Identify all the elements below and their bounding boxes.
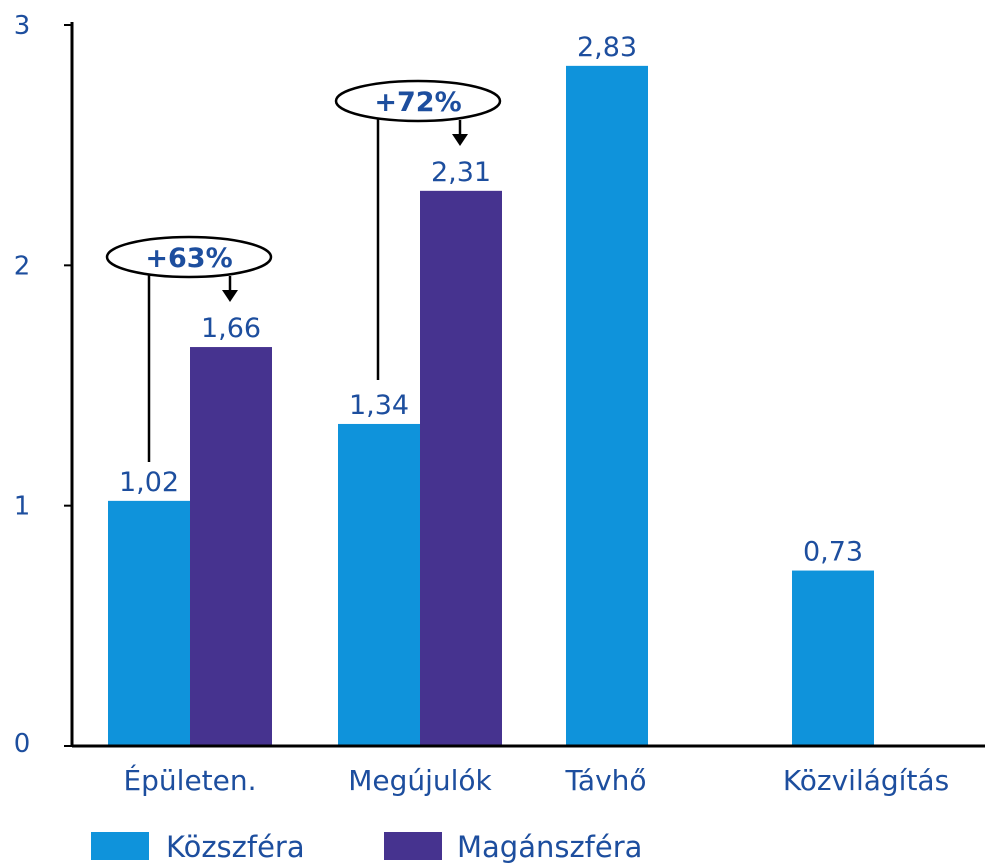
bar-kozszfera xyxy=(338,423,420,746)
y-tick-label: 3 xyxy=(14,11,31,41)
data-label: 1,66 xyxy=(201,313,261,344)
data-label: 2,31 xyxy=(431,157,491,188)
bar-maganszfera xyxy=(190,347,272,746)
bar-kozszfera xyxy=(792,570,874,746)
y-tick-label: 2 xyxy=(14,251,31,281)
legend-swatch xyxy=(91,832,149,860)
annotations-layer: +63% +72% xyxy=(105,79,502,462)
annotation-oval xyxy=(105,235,273,279)
annotation-arrow-head xyxy=(222,290,238,302)
axes-layer xyxy=(70,22,985,748)
annotation-arrow-head xyxy=(452,134,468,146)
data-label: 1,02 xyxy=(119,467,179,498)
bars-layer xyxy=(108,65,874,746)
data-label: 0,73 xyxy=(803,537,863,568)
annotation-percent-label: +63% xyxy=(145,243,232,274)
x-category-label: Megújulók xyxy=(348,764,492,797)
bar-kozszfera xyxy=(108,500,190,746)
x-category-label: Közvilágítás xyxy=(783,764,949,797)
bar-kozszfera xyxy=(566,65,648,746)
legend-swatch xyxy=(384,832,442,860)
x-labels-layer: Épületen. Megújulók Távhő Közvilágítás xyxy=(123,763,949,797)
annotation-oval xyxy=(334,79,502,123)
annotation-percent-label: +72% xyxy=(374,87,461,118)
data-label: 1,34 xyxy=(349,390,409,421)
y-tick-label: 0 xyxy=(14,729,31,759)
bar-maganszfera xyxy=(420,190,502,746)
y-ticks-layer: 0 1 2 3 xyxy=(14,11,72,759)
value-labels-layer: 1,02 1,34 2,83 0,73 1,66 2,31 xyxy=(119,32,863,568)
data-label: 2,83 xyxy=(577,32,637,63)
legend: Közszféra Magánszféra xyxy=(91,830,642,864)
x-category-label: Épületen. xyxy=(123,763,256,797)
y-tick-label: 1 xyxy=(14,492,31,522)
legend-label: Magánszféra xyxy=(457,830,642,864)
legend-label: Közszféra xyxy=(166,830,305,864)
x-category-label: Távhő xyxy=(564,764,646,797)
